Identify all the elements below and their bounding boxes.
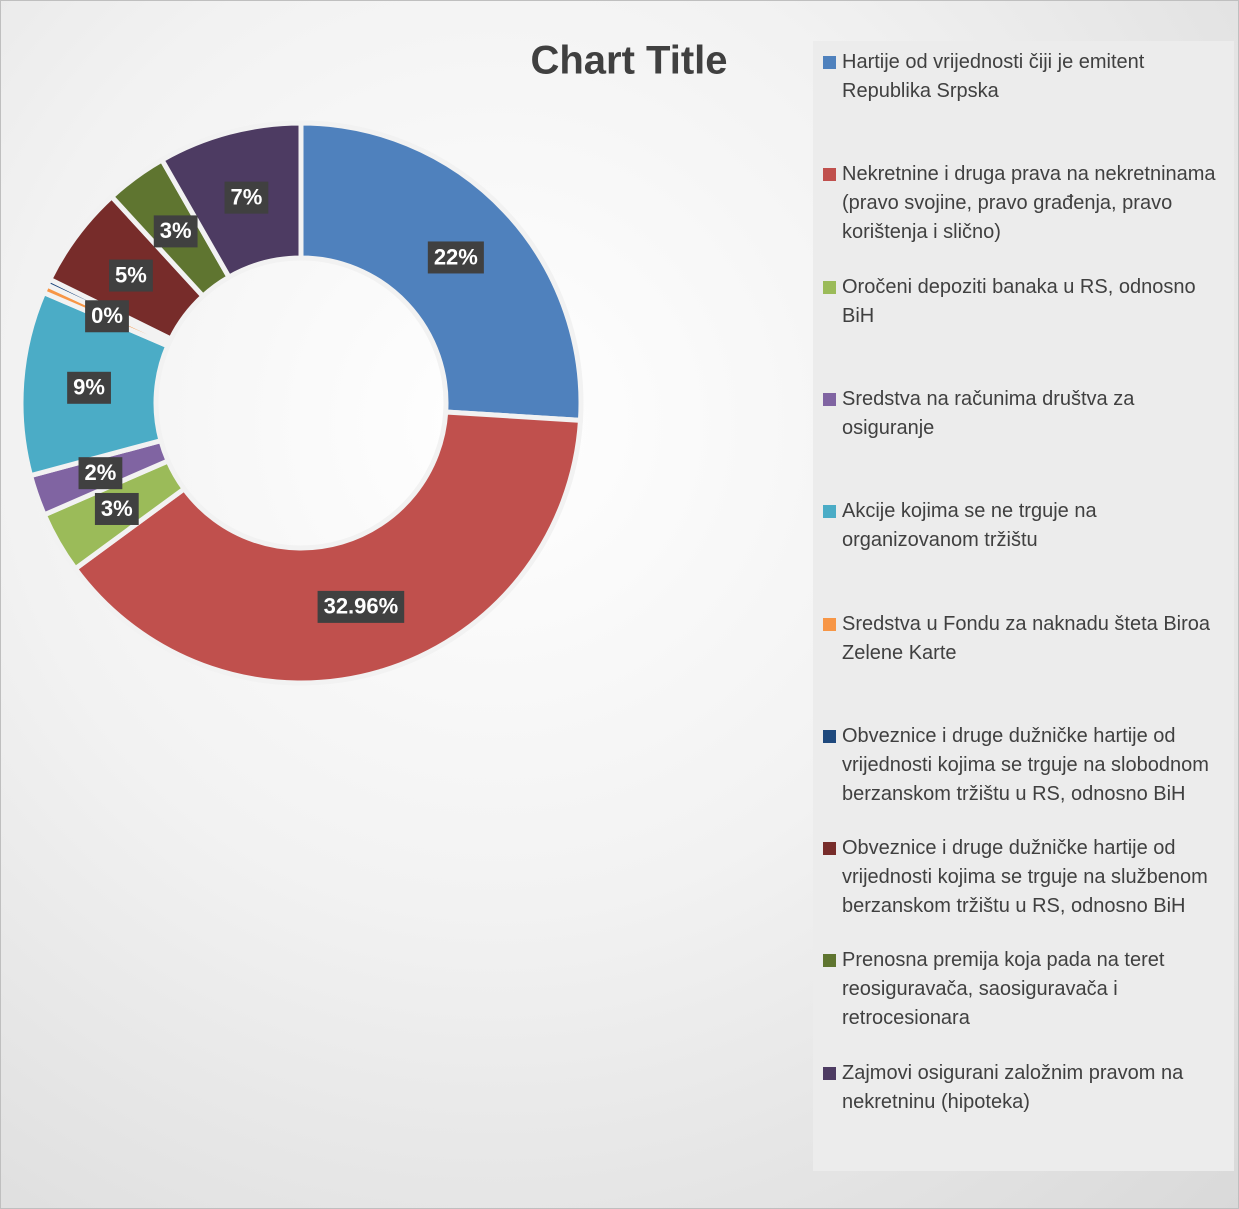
data-label-text: 2% [85, 460, 117, 485]
legend-swatch [823, 168, 836, 182]
data-label-box [85, 300, 129, 333]
data-label-text: 0% [91, 303, 123, 328]
data-label-box [224, 181, 269, 214]
data-label: 3% [153, 215, 198, 248]
legend-item: Zajmovi osigurani založnim pravom na nek… [823, 1059, 1223, 1117]
data-label: 9% [67, 371, 111, 404]
legend-item: Hartije od vrijednosti čiji je emitent R… [823, 48, 1223, 106]
legend-label: Zajmovi osigurani založnim pravom na nek… [842, 1061, 1184, 1113]
legend-swatch [823, 280, 836, 294]
legend-item: Obveznice i druge dužničke hartije od vr… [823, 722, 1223, 809]
donut-slice [71, 409, 584, 686]
legend-label: Obveznice i druge dužničke hartije od vr… [842, 724, 1209, 805]
legend-swatch [823, 56, 836, 69]
data-label-text: 7% [231, 184, 263, 209]
data-label-text: 32.96% [324, 594, 399, 619]
data-label-box [78, 457, 123, 490]
data-label: 7% [224, 181, 269, 214]
legend-item: Oročeni depoziti banaka u RS, odnosno Bi… [823, 273, 1223, 331]
data-label-text: 9% [73, 375, 105, 400]
legend-item: Prenosna premija koja pada na teret reos… [823, 946, 1223, 1033]
data-label-text: 3% [160, 218, 192, 243]
legend-label: Obveznice i druge dužničke hartije od vr… [842, 837, 1208, 918]
data-label-box [67, 371, 111, 404]
legend-label: Oročeni depoziti banaka u RS, odnosno Bi… [842, 275, 1196, 327]
data-label: 5% [109, 259, 153, 292]
legend-item: Sredstva na računima društva za osiguran… [823, 385, 1223, 443]
legend-swatch [823, 1066, 836, 1080]
data-label: 32.96% [317, 590, 405, 623]
legend-label: Sredstva u Fondu za naknadu šteta Biroa … [842, 612, 1211, 664]
legend-item: Obveznice i druge dužničke hartije od vr… [823, 834, 1223, 921]
data-label: 2% [78, 457, 123, 490]
data-label-text: 5% [115, 262, 147, 287]
data-label: 3% [94, 492, 139, 525]
data-label-box [153, 215, 198, 248]
legend-label: Prenosna premija koja pada na teret reos… [842, 949, 1165, 1030]
legend: Hartije od vrijednosti čiji je emitent R… [813, 41, 1234, 1171]
legend-item: Nekretnine i druga prava na nekretninama… [823, 160, 1223, 247]
legend-item: Akcije kojima se ne trguje na organizova… [823, 497, 1223, 555]
data-label: 0% [85, 300, 129, 333]
data-label-text: 22% [434, 244, 478, 269]
legend-swatch [823, 842, 836, 856]
legend-swatch [823, 617, 836, 631]
legend-item: Sredstva u Fondu za naknadu šteta Biroa … [823, 610, 1223, 668]
legend-label: Sredstva na računima društva za osiguran… [842, 387, 1135, 439]
legend-label: Nekretnine i druga prava na nekretninama… [842, 163, 1216, 244]
data-label-box [317, 590, 405, 623]
data-label-box [94, 492, 139, 525]
data-label: 22% [427, 241, 484, 274]
chart-title: Chart Title [530, 39, 727, 83]
legend-label: Hartije od vrijednosti čiji je emitent R… [842, 51, 1145, 102]
legend-swatch [823, 505, 836, 519]
legend-label: Akcije kojima se ne trguje na organizova… [842, 500, 1097, 552]
legend-swatch [823, 954, 836, 968]
legend-swatch [823, 729, 836, 743]
data-label-box [109, 259, 153, 292]
data-label-box [427, 241, 484, 274]
data-label-text: 3% [101, 496, 133, 521]
legend-swatch [823, 392, 836, 406]
